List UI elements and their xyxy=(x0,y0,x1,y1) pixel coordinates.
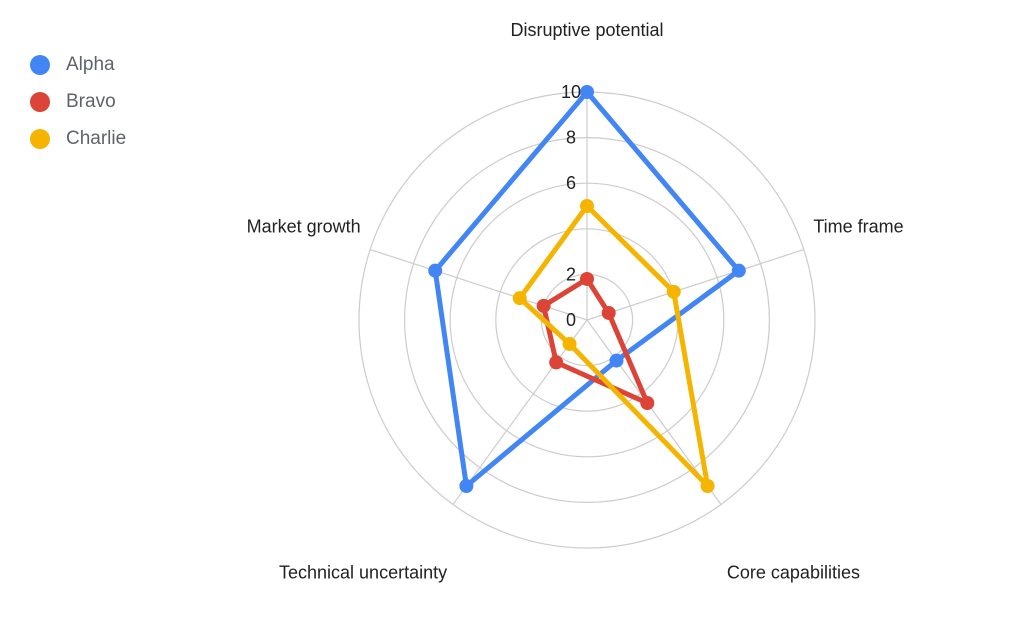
series-line-bravo xyxy=(541,276,650,406)
axis-label-core-capabilities: Core capabilities xyxy=(727,563,860,583)
point-charlie-time-frame[interactable] xyxy=(666,284,681,299)
tick-label-2: 2 xyxy=(566,264,576,284)
point-charlie-technical-uncertainty[interactable] xyxy=(562,336,577,351)
radar-series xyxy=(428,85,746,494)
point-alpha-core-capabilities[interactable] xyxy=(609,353,624,368)
point-alpha-disruptive-potential[interactable] xyxy=(580,85,594,99)
legend-item-charlie[interactable]: Charlie xyxy=(30,120,126,157)
axis-label-disruptive-potential: Disruptive potential xyxy=(510,20,663,40)
spoke-time-frame xyxy=(586,248,805,321)
legend-dot-icon xyxy=(30,54,50,75)
tick-label-10: 10 xyxy=(561,82,581,102)
series-line-charlie xyxy=(517,203,711,489)
point-bravo-market-growth[interactable] xyxy=(536,298,551,313)
point-charlie-core-capabilities[interactable] xyxy=(700,479,715,494)
point-alpha-technical-uncertainty[interactable] xyxy=(459,479,474,494)
radar-ticks: 0 2 6 8 10 xyxy=(561,82,581,330)
axis-label-technical-uncertainty: Technical uncertainty xyxy=(279,563,447,583)
spoke-market-growth xyxy=(369,248,588,321)
spoke-technical-uncertainty xyxy=(452,319,588,505)
series-line-alpha xyxy=(432,89,742,489)
legend-dot-icon xyxy=(30,91,50,112)
axis-label-market-growth: Market growth xyxy=(247,216,361,236)
legend-dot-icon xyxy=(30,128,50,149)
point-bravo-technical-uncertainty[interactable] xyxy=(549,355,564,370)
point-charlie-market-growth[interactable] xyxy=(512,291,527,306)
legend-item-alpha[interactable]: Alpha xyxy=(30,46,126,83)
point-alpha-time-frame[interactable] xyxy=(731,263,746,278)
point-alpha-market-growth[interactable] xyxy=(428,263,443,278)
legend-label: Charlie xyxy=(66,127,127,149)
legend-label: Bravo xyxy=(66,90,116,112)
radar-axis-labels: Disruptive potential Time frame Core capab… xyxy=(247,20,904,583)
point-bravo-core-capabilities[interactable] xyxy=(640,396,655,411)
tick-label-0: 0 xyxy=(566,310,576,330)
point-bravo-time-frame[interactable] xyxy=(601,305,616,320)
tick-label-6: 6 xyxy=(566,173,576,193)
tick-label-8: 8 xyxy=(566,128,576,148)
point-bravo-disruptive-potential[interactable] xyxy=(580,271,594,286)
point-charlie-disruptive-potential[interactable] xyxy=(580,199,594,213)
legend-item-bravo[interactable]: Bravo xyxy=(30,83,126,120)
axis-label-time-frame: Time frame xyxy=(813,216,903,236)
legend-label: Alpha xyxy=(66,53,115,75)
radar-grid xyxy=(358,91,816,549)
legend: Alpha Bravo Charlie xyxy=(30,46,126,157)
